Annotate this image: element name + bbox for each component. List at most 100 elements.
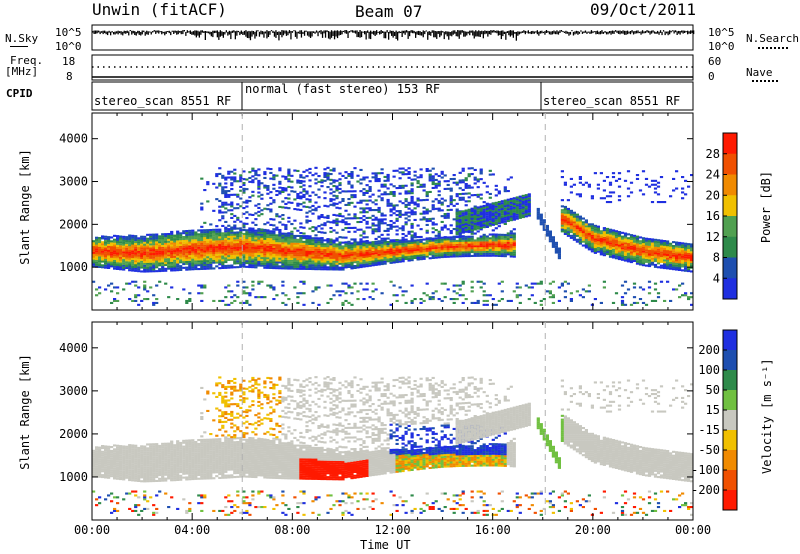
range-gate-cell: [353, 257, 357, 260]
range-gate-cell: [311, 290, 315, 293]
range-gate-cell: [380, 251, 384, 254]
range-gate-cell: [140, 255, 144, 258]
range-gate-cell: [356, 266, 360, 269]
range-gate-cell: [266, 185, 270, 188]
range-gate-cell: [257, 282, 261, 285]
range-gate-cell: [182, 230, 186, 233]
range-gate-cell: [227, 233, 231, 236]
range-gate-cell: [347, 256, 351, 259]
range-gate-cell: [302, 176, 306, 179]
range-gate-cell: [317, 250, 321, 253]
range-gate-cell: [173, 250, 177, 253]
range-gate-cell: [566, 217, 570, 220]
range-gate-cell: [242, 170, 246, 173]
range-gate-cell: [119, 237, 123, 240]
range-gate-cell: [494, 241, 498, 244]
range-gate-cell: [233, 260, 237, 263]
noise-sample: [527, 30, 529, 34]
noise-sample: [153, 30, 155, 32]
range-gate-cell: [398, 171, 402, 174]
range-gate-cell: [230, 258, 234, 261]
range-gate-cell: [663, 201, 667, 204]
range-gate-cell: [278, 221, 282, 224]
range-gate-cell: [440, 215, 444, 218]
range-gate-cell: [269, 171, 273, 174]
range-gate-cell: [191, 247, 195, 250]
range-gate-cell: [464, 211, 468, 214]
range-gate-cell: [623, 232, 628, 235]
range-gate-cell: [446, 205, 450, 208]
range-gate-cell: [242, 236, 246, 239]
range-gate-cell: [479, 213, 483, 216]
range-gate-cell: [365, 207, 369, 210]
range-gate-cell: [488, 209, 492, 212]
range-gate-cell: [203, 238, 207, 241]
range-gate-cell: [239, 265, 243, 268]
range-gate-cell: [215, 244, 219, 247]
range-gate-cell: [218, 261, 222, 264]
range-gate-cell: [239, 301, 243, 304]
range-gate-cell: [155, 241, 159, 244]
range-gate-cell: [311, 254, 315, 257]
range-gate-cell: [146, 262, 150, 265]
range-gate-cell: [185, 239, 189, 242]
range-gate-cell: [251, 280, 255, 283]
range-gate-cell: [263, 259, 267, 262]
range-gate-cell: [482, 212, 486, 215]
noise-sample: [314, 31, 316, 34]
range-gate-cell: [281, 251, 285, 254]
range-gate-cell: [419, 183, 423, 186]
range-gate-cell: [368, 243, 372, 246]
range-gate-cell: [401, 256, 405, 259]
range-gate-cell: [629, 245, 634, 248]
range-gate-cell: [215, 175, 219, 178]
range-gate-cell: [254, 241, 258, 244]
range-gate-cell: [446, 251, 450, 254]
range-gate-cell: [371, 222, 375, 225]
range-gate-cell: [548, 236, 552, 239]
range-gate-cell: [353, 243, 357, 246]
range-gate-cell: [302, 303, 306, 306]
range-gate-cell: [227, 251, 231, 254]
range-gate-cell: [554, 243, 558, 246]
range-gate-cell: [428, 241, 432, 244]
range-gate-cell: [302, 280, 306, 283]
range-gate-cell: [500, 235, 504, 238]
range-gate-cell: [410, 253, 414, 256]
range-gate-cell: [497, 252, 501, 255]
range-gate-cell: [311, 241, 315, 244]
range-gate-cell: [143, 253, 147, 256]
range-gate-cell: [371, 241, 375, 244]
range-gate-cell: [632, 246, 637, 249]
noise-sample: [317, 31, 319, 37]
range-gate-cell: [659, 251, 664, 254]
range-gate-cell: [176, 240, 180, 243]
range-gate-cell: [644, 245, 649, 248]
range-gate-cell: [476, 301, 480, 304]
range-gate-cell: [245, 292, 249, 295]
range-gate-cell: [494, 213, 498, 216]
range-gate-cell: [512, 204, 516, 207]
range-gate-cell: [494, 188, 498, 191]
range-gate-cell: [584, 246, 588, 249]
range-gate-cell: [551, 240, 555, 243]
range-gate-cell: [212, 257, 216, 260]
range-gate-cell: [347, 180, 351, 183]
range-gate-cell: [458, 284, 462, 287]
range-gate-cell: [632, 234, 637, 237]
range-gate-cell: [209, 250, 213, 253]
range-gate-cell: [515, 206, 519, 209]
range-gate-cell: [320, 268, 324, 271]
noise-sample: [611, 30, 614, 34]
range-gate-cell: [383, 256, 387, 259]
range-gate-cell: [239, 197, 243, 200]
range-gate-cell: [509, 213, 513, 216]
range-gate-cell: [236, 180, 240, 183]
range-gate-cell: [350, 184, 354, 187]
range-gate-cell: [611, 254, 616, 257]
noise-sample: [454, 30, 456, 34]
range-gate-cell: [305, 192, 309, 195]
range-gate-cell: [341, 266, 345, 269]
range-gate-cell: [251, 233, 255, 236]
range-gate-cell: [200, 235, 204, 238]
